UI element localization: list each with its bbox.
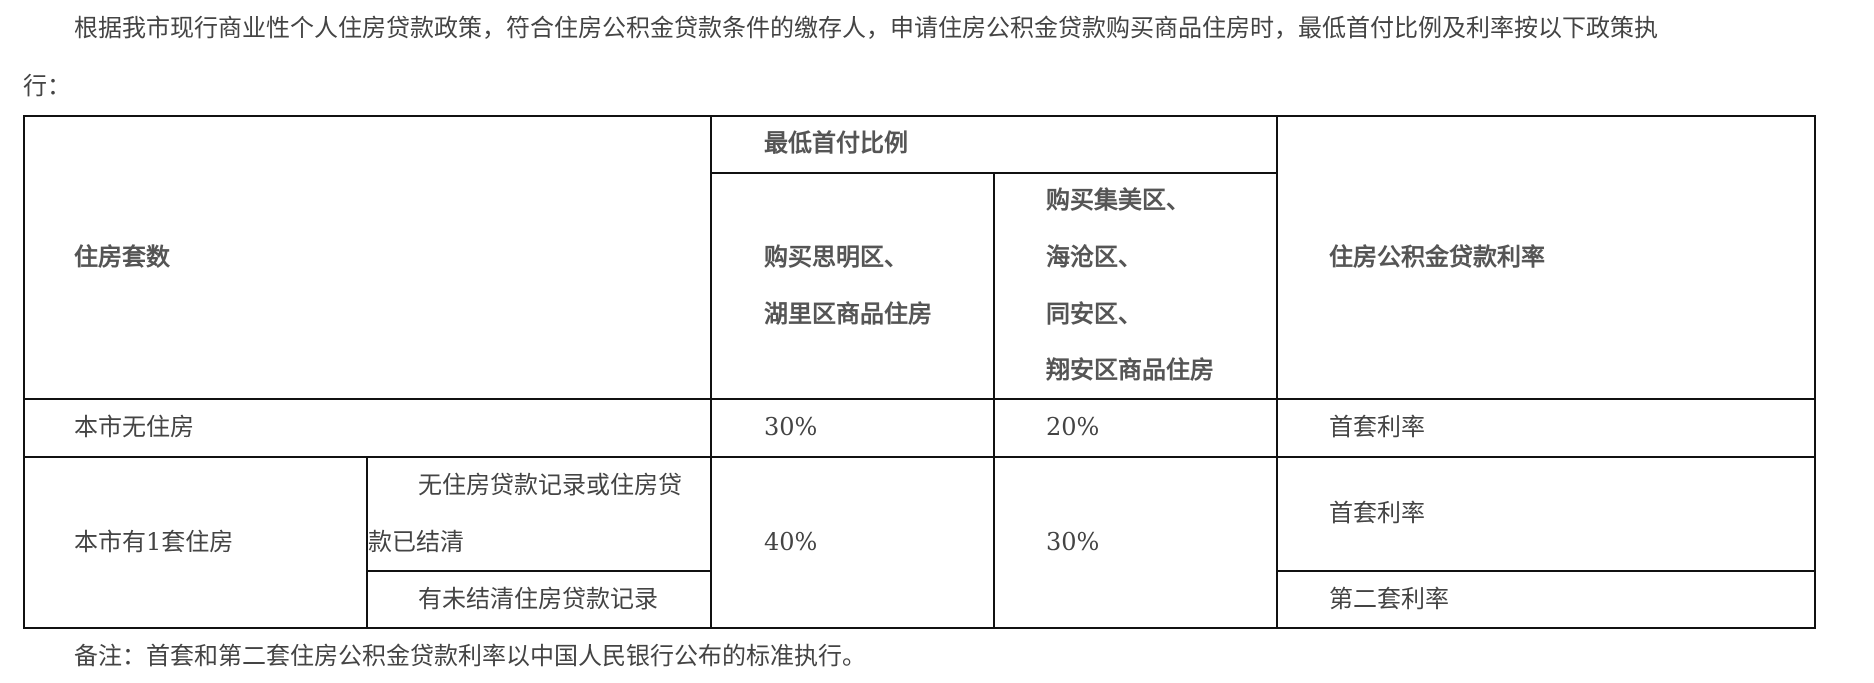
cell-condition: 无住房贷款记录或住房贷 (418, 471, 682, 499)
table-border-top (23, 115, 1816, 117)
header-housing-count: 住房套数 (74, 242, 170, 271)
intro-line-2: 行： (23, 72, 71, 100)
header-min-down-payment: 最低首付比例 (764, 128, 908, 157)
table-border-right (1814, 115, 1816, 629)
row-divider (1276, 570, 1816, 572)
cell-housing: 本市无住房 (74, 413, 194, 441)
table-border-left (23, 115, 25, 629)
cell-rate: 首套利率 (1329, 413, 1425, 441)
header-other-districts: 海沧区、 (1046, 242, 1142, 271)
header-other-districts: 翔安区商品住房 (1046, 355, 1214, 384)
row-divider (366, 570, 710, 572)
intro-line-1: 根据我市现行商业性个人住房贷款政策，符合住房公积金贷款条件的缴存人，申请住房公积… (74, 14, 1658, 42)
note: 备注：首套和第二套住房公积金贷款利率以中国人民银行公布的标准执行。 (74, 642, 866, 670)
cell-housing: 本市有1套住房 (74, 528, 234, 556)
cell-other: 20% (1046, 413, 1100, 441)
col-divider (710, 115, 712, 629)
col-divider (1276, 115, 1278, 629)
cell-condition: 有未结清住房贷款记录 (418, 585, 658, 613)
cell-condition: 款已结清 (368, 528, 464, 556)
cell-rate: 首套利率 (1329, 499, 1425, 527)
table-border-bottom (23, 627, 1816, 629)
header-other-districts: 购买集美区、 (1046, 185, 1190, 214)
header-siming-huli: 购买思明区、 (764, 242, 908, 271)
cell-other: 30% (1046, 528, 1100, 556)
col-divider (366, 456, 368, 629)
cell-siming-huli: 30% (764, 413, 818, 441)
col-divider (993, 172, 995, 629)
cell-siming-huli: 40% (764, 528, 818, 556)
header-rate: 住房公积金贷款利率 (1329, 242, 1545, 271)
row-divider (23, 456, 1816, 458)
header-other-districts: 同安区、 (1046, 299, 1142, 328)
cell-rate: 第二套利率 (1329, 585, 1449, 613)
row-divider (23, 398, 1816, 400)
header-siming-huli: 湖里区商品住房 (764, 299, 932, 328)
